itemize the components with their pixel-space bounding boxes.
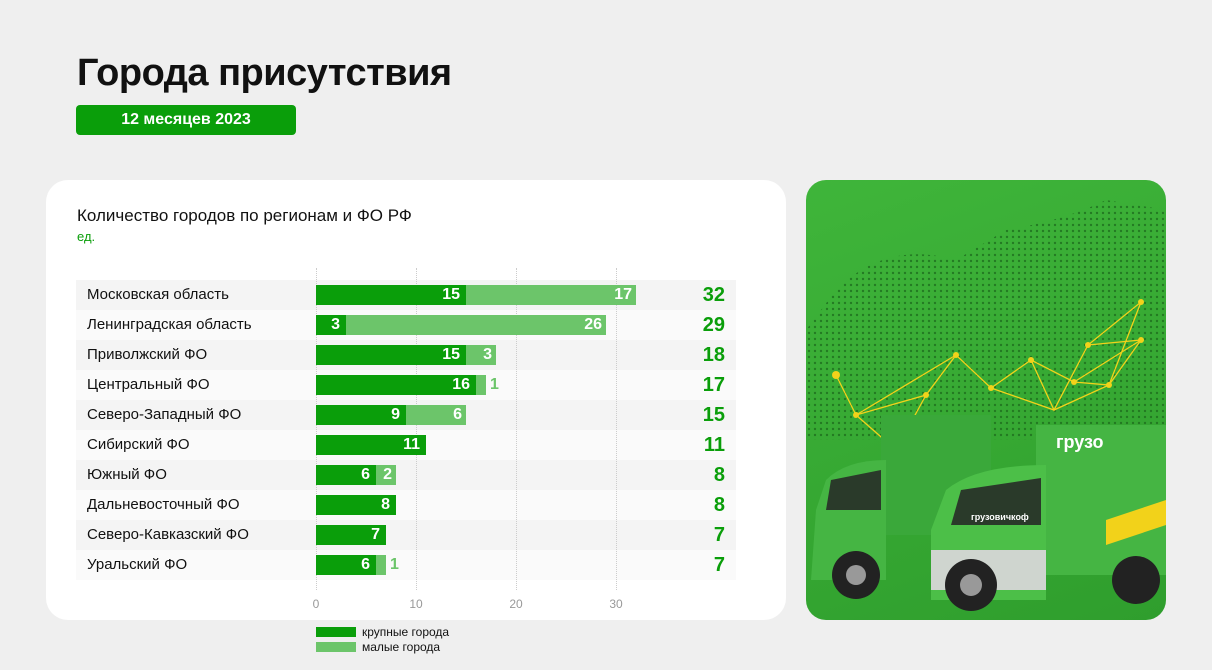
category-label: Северо-Западный ФО	[87, 406, 242, 423]
bar-large	[316, 435, 426, 455]
bar-small	[406, 405, 466, 425]
total-label: 29	[702, 314, 725, 336]
chart-title: Количество городов по регионам и ФО РФ	[77, 206, 412, 225]
total-label: 11	[703, 434, 725, 456]
bar-large	[316, 465, 376, 485]
x-tick-label: 0	[312, 597, 320, 611]
bar-label-large: 6	[361, 466, 370, 483]
table-row	[76, 520, 736, 550]
bar-small	[476, 375, 486, 395]
bar-small	[376, 555, 386, 575]
svg-text:грузовичкоф: грузовичкоф	[971, 512, 1029, 522]
category-label: Сибирский ФО	[87, 436, 190, 453]
table-row	[76, 490, 736, 520]
bar-label-small: 1	[490, 376, 499, 393]
total-label: 18	[702, 344, 725, 366]
truck-back	[811, 415, 991, 599]
bar-label-small: 1	[390, 556, 399, 573]
x-tick-label: 30	[609, 597, 623, 611]
category-label: Московская область	[87, 286, 229, 303]
truck-front: грузо грузовичкоф	[931, 425, 1166, 611]
legend-item-large: крупные города	[316, 625, 449, 639]
bar-label-large: 7	[371, 526, 380, 543]
legend-swatch-small	[316, 642, 356, 652]
bar-small	[376, 465, 396, 485]
svg-text:грузо: грузо	[1056, 432, 1104, 452]
bar-large	[316, 345, 466, 365]
bar-small	[466, 285, 636, 305]
bar-label-large: 9	[391, 406, 400, 423]
page-title: Города присутствия	[77, 52, 452, 94]
chart-unit: ед.	[77, 229, 96, 244]
bar-label-large: 8	[381, 496, 390, 513]
table-row	[76, 550, 736, 580]
category-label: Северо-Кавказский ФО	[87, 526, 249, 543]
total-label: 8	[713, 464, 725, 486]
legend-label: крупные города	[362, 625, 450, 639]
bar-label-small: 6	[453, 406, 462, 423]
bar-small	[466, 345, 496, 365]
bar-label-large: 15	[442, 286, 460, 303]
trucks-photo: грузо грузовичкоф	[806, 180, 1166, 620]
bar-large	[316, 315, 346, 335]
category-label: Ленинградская область	[87, 316, 252, 333]
bar-large	[316, 405, 406, 425]
total-label: 17	[702, 374, 725, 396]
bar-label-large: 11	[403, 436, 420, 453]
legend-swatch-large	[316, 627, 356, 637]
category-label: Приволжский ФО	[87, 346, 208, 363]
x-tick-label: 20	[509, 597, 523, 611]
x-tick-label: 10	[409, 597, 423, 611]
bar-large	[316, 555, 376, 575]
category-label: Уральский ФО	[87, 556, 188, 573]
bar-large	[316, 285, 466, 305]
total-label: 15	[702, 404, 725, 426]
bar-label-small: 17	[614, 286, 632, 303]
total-label: 32	[702, 284, 725, 306]
total-label: 7	[713, 554, 725, 576]
bar-label-small: 2	[383, 466, 392, 483]
legend-label: малые города	[362, 640, 441, 654]
category-label: Южный ФО	[87, 466, 167, 483]
category-label: Центральный ФО	[87, 376, 210, 393]
bar-label-large: 6	[361, 556, 370, 573]
bar-label-large: 16	[452, 376, 470, 393]
bar-label-large: 15	[442, 346, 460, 363]
total-label: 7	[713, 524, 725, 546]
gridline	[416, 268, 417, 590]
category-label: Дальневосточный ФО	[87, 496, 240, 513]
total-label: 8	[713, 494, 725, 516]
gridline	[616, 268, 617, 590]
table-row	[76, 460, 736, 490]
bar-label-small: 3	[483, 346, 492, 363]
bar-large	[316, 495, 396, 515]
bar-large	[316, 525, 386, 545]
legend-item-small: малые города	[316, 640, 440, 654]
bar-label-large: 3	[331, 316, 340, 333]
gridline	[316, 268, 317, 590]
period-badge: 12 месяцев 2023	[76, 105, 296, 135]
bar-small	[346, 315, 606, 335]
gridline	[516, 268, 517, 590]
bar-label-small: 26	[584, 316, 602, 333]
bar-large	[316, 375, 476, 395]
